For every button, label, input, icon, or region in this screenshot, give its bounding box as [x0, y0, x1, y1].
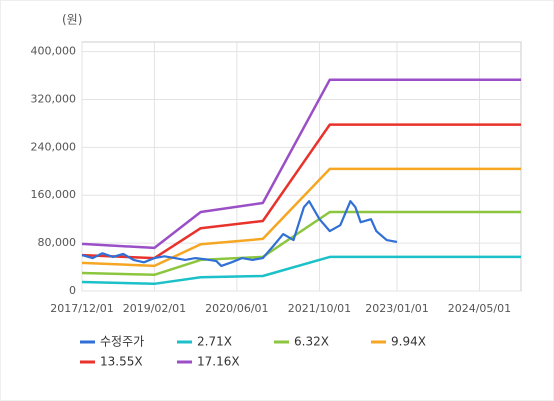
legend-label: 6.32X [294, 335, 329, 349]
x-tick-label: 2021/10/01 [288, 302, 351, 315]
x-tick-label: 2023/01/01 [365, 302, 428, 315]
y-tick-label: 320,000 [31, 92, 77, 105]
x-tick-label: 2024/05/01 [448, 302, 511, 315]
unit-label: (원) [62, 13, 82, 27]
series-line [81, 123, 521, 260]
y-tick-label: 160,000 [31, 188, 77, 201]
y-tick-label: 0 [69, 284, 76, 297]
series-line [81, 78, 521, 250]
series-line [81, 210, 521, 277]
y-tick-label: 80,000 [38, 236, 77, 249]
legend-label: 17.16X [197, 355, 240, 369]
legend-label: 수정주가 [100, 335, 144, 349]
legend-label: 9.94X [391, 335, 426, 349]
legend-label: 13.55X [100, 355, 143, 369]
x-tick-label: 2017/12/01 [50, 302, 113, 315]
x-tick-label: 2020/06/01 [205, 302, 268, 315]
series-line [81, 167, 521, 268]
x-tick-label: 2019/02/01 [123, 302, 186, 315]
series-line [81, 255, 521, 286]
y-tick-label: 400,000 [31, 45, 77, 58]
y-tick-label: 240,000 [31, 140, 77, 153]
series-line [81, 200, 398, 267]
legend-label: 2.71X [197, 335, 232, 349]
